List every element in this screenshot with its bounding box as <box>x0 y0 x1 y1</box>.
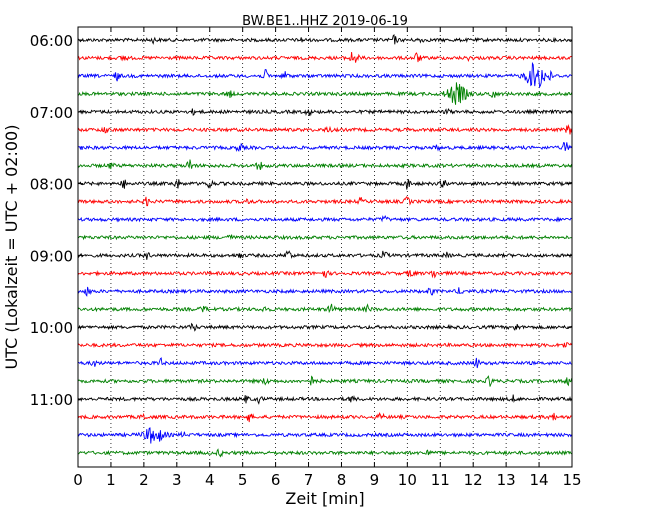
x-tick-label: 13 <box>497 471 516 489</box>
chart-title: BW.BE1..HHZ 2019-06-19 <box>242 14 408 29</box>
y-tick-label: 10:00 <box>30 319 73 337</box>
x-tick-label: 15 <box>562 471 581 489</box>
y-tick-label: 11:00 <box>30 391 73 409</box>
x-tick-label: 12 <box>464 471 483 489</box>
y-axis-label: UTC (Lokalzeit = UTC + 02:00) <box>2 125 21 370</box>
seismic-trace <box>77 214 572 223</box>
x-tick-label: 7 <box>304 471 314 489</box>
seismic-trace <box>77 82 573 105</box>
plot-frame <box>77 26 573 468</box>
x-tick-label: 8 <box>337 471 347 489</box>
seismic-trace <box>77 342 572 349</box>
y-tick-label: 07:00 <box>30 104 73 122</box>
x-tick-label: 14 <box>530 471 549 489</box>
x-axis-label: Zeit [min] <box>285 489 364 508</box>
x-tick-label: 5 <box>238 471 248 489</box>
x-tick-label: 11 <box>431 471 450 489</box>
y-axis-ticks: 06:00 07:00 08:00 09:00 10:00 11:00 <box>30 32 572 409</box>
x-tick-label: 4 <box>205 471 215 489</box>
x-tick-label: 9 <box>370 471 380 489</box>
y-tick-label: 09:00 <box>30 247 73 265</box>
x-tick-label: 0 <box>73 471 83 489</box>
x-tick-label: 3 <box>172 471 182 489</box>
seismic-trace <box>77 107 573 117</box>
seismic-trace <box>77 234 572 241</box>
seismic-trace <box>77 412 572 423</box>
seismic-trace <box>77 427 572 444</box>
seismic-trace <box>77 179 572 190</box>
y-tick-label: 08:00 <box>30 176 73 194</box>
x-tick-label: 10 <box>398 471 417 489</box>
seismic-trace <box>77 286 572 297</box>
seismic-trace <box>77 357 572 369</box>
seismic-trace <box>77 195 572 207</box>
seismic-trace <box>77 250 572 260</box>
seismic-trace <box>77 61 572 89</box>
traces <box>77 33 573 458</box>
seismic-trace <box>77 159 573 171</box>
seismic-trace <box>77 124 573 135</box>
seismic-trace <box>77 33 572 45</box>
seismic-trace <box>77 375 573 387</box>
seismic-trace <box>77 303 572 314</box>
x-tick-label: 2 <box>139 471 149 489</box>
seismic-trace <box>77 322 572 332</box>
x-tick-label: 1 <box>106 471 116 489</box>
x-tick-label: 6 <box>271 471 281 489</box>
seismic-trace <box>77 394 572 405</box>
x-axis-ticks: 0 1 2 3 4 5 6 7 8 9 10 11 12 13 14 15 <box>73 27 582 489</box>
seismic-trace <box>77 270 572 279</box>
y-tick-label: 06:00 <box>30 32 73 50</box>
seismic-trace <box>78 448 572 458</box>
seismic-trace <box>77 142 573 152</box>
grid-lines <box>110 27 540 467</box>
seismic-trace <box>77 52 572 63</box>
